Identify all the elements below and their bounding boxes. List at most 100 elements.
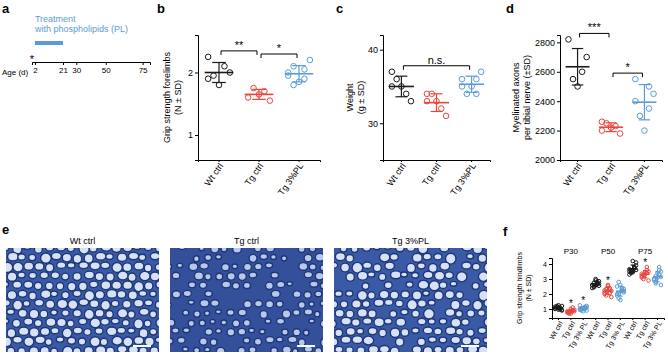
tick-mark	[557, 72, 560, 73]
data-point	[585, 309, 589, 313]
tick-label: 2800	[535, 38, 555, 48]
error-cap	[431, 93, 443, 94]
error-cap	[466, 76, 478, 77]
axon	[29, 292, 37, 300]
tick-mark	[401, 160, 402, 162]
mean-line	[566, 310, 575, 312]
tick-mark	[195, 135, 198, 136]
axon	[40, 310, 48, 318]
axon	[260, 311, 267, 319]
axon	[334, 262, 338, 268]
axon	[473, 300, 482, 310]
axon	[6, 300, 10, 307]
axon	[457, 272, 467, 282]
axon	[334, 320, 336, 328]
axon	[304, 309, 312, 315]
axis-line	[557, 36, 561, 161]
axon	[205, 254, 212, 260]
tick-label: 2	[188, 68, 193, 78]
axon	[122, 319, 129, 326]
axon	[472, 338, 480, 345]
error-bar	[258, 89, 259, 99]
error-cap	[594, 281, 598, 282]
axon	[439, 319, 446, 325]
axon	[67, 263, 75, 269]
axon	[363, 318, 372, 325]
axon	[462, 248, 472, 251]
axon	[128, 328, 135, 333]
data-point	[438, 106, 444, 112]
axon	[178, 337, 186, 343]
axon	[57, 318, 66, 326]
axon	[335, 253, 345, 261]
data-point	[615, 285, 619, 289]
axis-line	[549, 259, 553, 319]
tick-mark	[583, 318, 584, 320]
axon	[68, 282, 76, 291]
data-point	[424, 91, 430, 97]
tick-mark	[611, 160, 612, 162]
group-label: P30	[564, 247, 579, 256]
tick: Tg 3%PL	[448, 160, 477, 197]
data-point	[622, 287, 626, 291]
axon	[34, 248, 42, 253]
axon	[266, 248, 275, 252]
error-cap	[605, 131, 616, 132]
axon	[40, 272, 48, 279]
axon	[46, 300, 55, 308]
tick: 30	[72, 62, 81, 75]
axon	[95, 272, 104, 280]
tick: Wt ctrl	[385, 160, 408, 188]
tick-mark	[380, 50, 383, 51]
axon	[205, 291, 212, 297]
axon	[374, 318, 384, 327]
title: with phospholipids (PL)	[34, 24, 128, 34]
axon	[128, 311, 135, 319]
axon	[423, 347, 432, 352]
axon	[90, 337, 100, 347]
error-bar	[298, 66, 299, 82]
axon	[401, 329, 409, 337]
axon	[12, 319, 20, 327]
axon	[57, 262, 66, 268]
axon	[412, 291, 421, 300]
error-bar	[644, 85, 645, 120]
axon	[78, 318, 86, 324]
axon	[384, 318, 392, 324]
axon	[134, 319, 143, 329]
axon	[29, 254, 36, 260]
axon	[123, 248, 133, 252]
axon	[128, 291, 137, 300]
axon	[315, 272, 323, 280]
axon	[232, 264, 238, 269]
tick-label: 2200	[535, 126, 555, 136]
data-point	[599, 128, 605, 134]
tick-label: Tg ctrl	[420, 161, 443, 187]
data-point	[478, 69, 484, 75]
axon	[281, 256, 286, 261]
axon	[200, 262, 209, 269]
data-point	[599, 119, 605, 125]
error-bar	[610, 123, 611, 132]
tick-mark	[557, 131, 560, 132]
axon	[254, 248, 261, 252]
tick-mark	[570, 318, 571, 320]
axon	[7, 272, 17, 281]
axon	[101, 262, 110, 269]
axon	[95, 252, 105, 260]
tick-mark	[299, 160, 300, 162]
axon	[150, 311, 157, 318]
data-point	[408, 98, 414, 104]
tick-mark	[35, 62, 36, 65]
tick-label: Wt ctrl	[385, 161, 408, 188]
axon	[314, 311, 319, 316]
axon	[243, 320, 250, 327]
data-point	[633, 98, 639, 104]
axon	[298, 301, 305, 308]
axon	[35, 336, 45, 344]
error-cap	[618, 296, 622, 297]
axon	[456, 310, 463, 317]
axon	[56, 282, 63, 289]
axon	[194, 272, 203, 280]
axon	[434, 291, 443, 300]
